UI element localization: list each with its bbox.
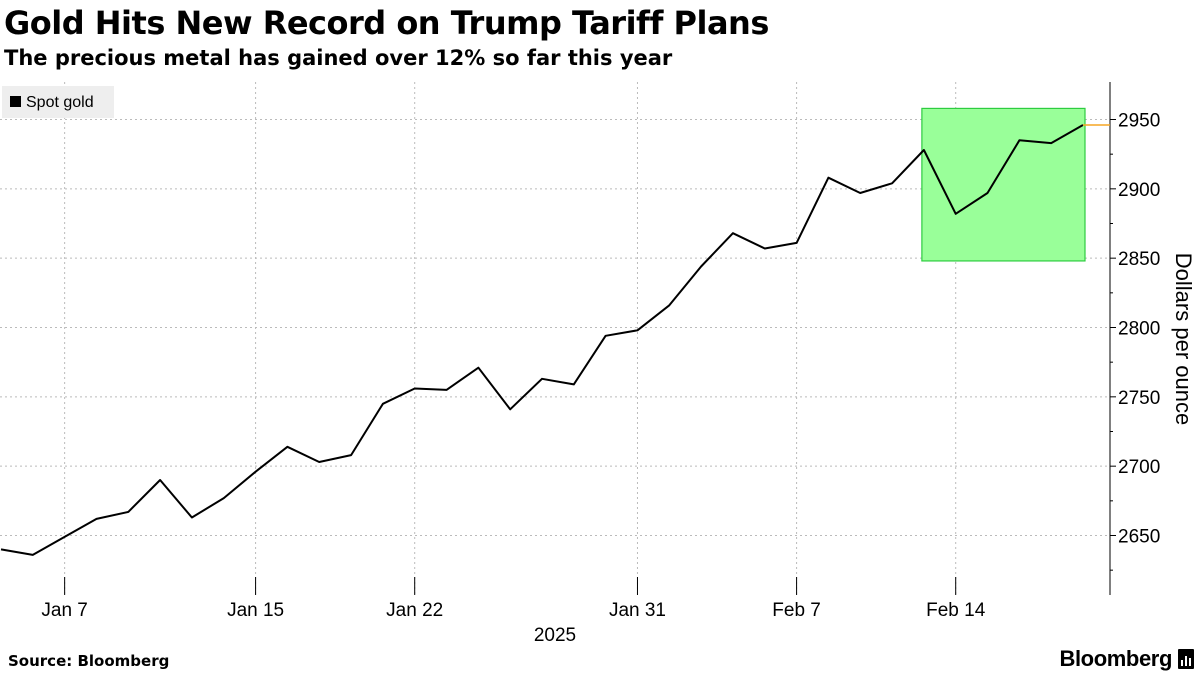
- y-tick-label: 2850: [1118, 249, 1160, 270]
- x-tick-label: Jan 31: [609, 600, 666, 621]
- x-tick-label: Jan 22: [386, 600, 443, 621]
- chart-subtitle: The precious metal has gained over 12% s…: [4, 46, 673, 70]
- chart-title: Gold Hits New Record on Trump Tariff Pla…: [4, 4, 769, 42]
- y-tick-label: 2650: [1118, 527, 1160, 548]
- source-note: Source: Bloomberg: [8, 652, 170, 670]
- bloomberg-terminal-icon: [1178, 649, 1194, 669]
- brand-name: Bloomberg: [1059, 646, 1172, 671]
- x-tick-label: Jan 7: [41, 600, 87, 621]
- x-tick-label: Jan 15: [227, 600, 284, 621]
- x-tick-label: Feb 7: [772, 600, 821, 621]
- highlight-box: [921, 107, 1086, 262]
- y-tick-label: 2750: [1118, 388, 1160, 409]
- x-tick-label: Feb 14: [926, 600, 986, 621]
- series-line-spot-gold: [0, 124, 1084, 556]
- y-tick-label: 2950: [1118, 111, 1160, 132]
- legend-label-spot-gold: Spot gold: [26, 94, 94, 111]
- y-tick-label: 2700: [1118, 457, 1160, 478]
- y-axis-title: Dollars per ounce: [1171, 253, 1196, 425]
- legend-swatch-spot-gold: [10, 96, 21, 107]
- x-axis-title: 2025: [534, 625, 576, 646]
- y-tick-label: 2800: [1118, 319, 1160, 340]
- brand-logo: Bloomberg: [1059, 646, 1194, 672]
- y-tick-label: 2900: [1118, 180, 1160, 201]
